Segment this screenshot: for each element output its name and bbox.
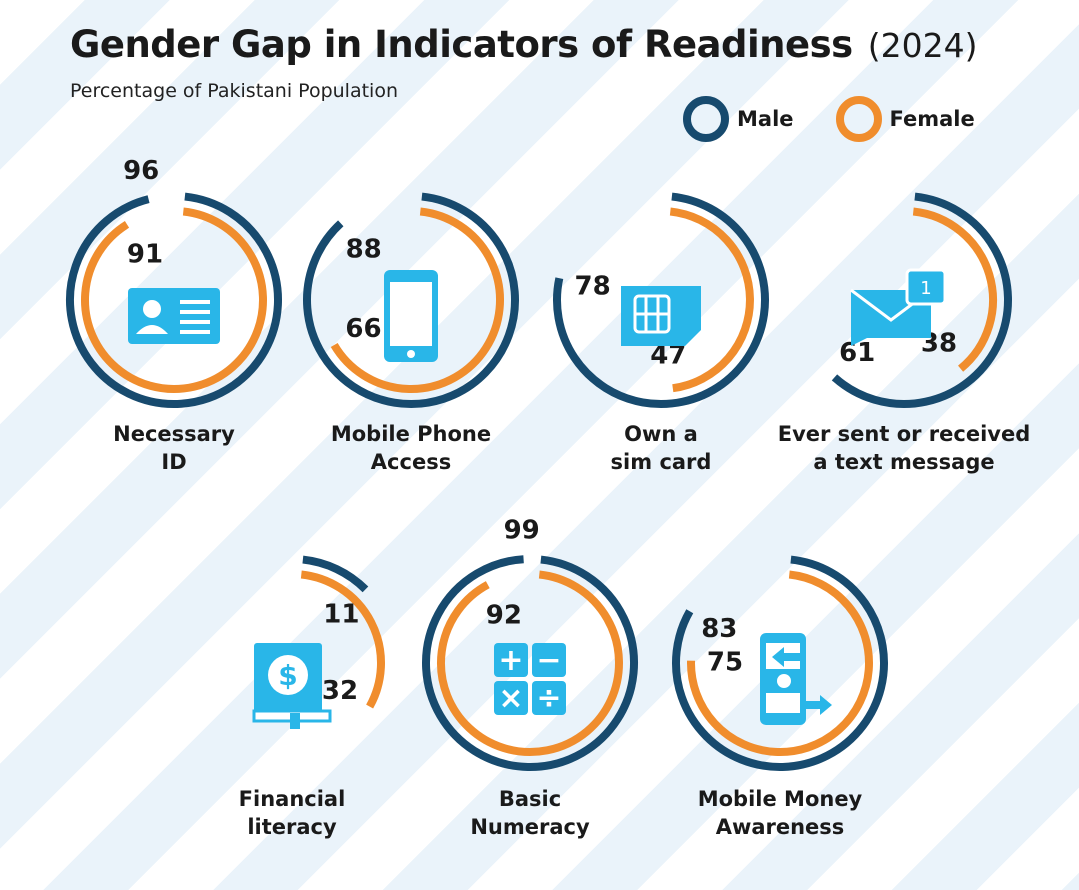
- legend-item-male: Male: [683, 96, 794, 142]
- svg-text:−: −: [536, 643, 561, 678]
- female-arc: [81, 207, 267, 393]
- id-card-icon: [128, 288, 220, 344]
- indicator-5: 99 92 Basic Numeracy: [422, 515, 639, 839]
- category-label: Numeracy: [470, 815, 590, 839]
- male-value-label: 96: [123, 156, 159, 186]
- male-arc: [831, 192, 1012, 408]
- indicator-0: 96 91 Necessary ID: [66, 156, 282, 474]
- category-label: Ever sent or received: [778, 422, 1031, 446]
- chart-title: Gender Gap in Indicators of Readiness (2…: [70, 26, 978, 63]
- male-value-label: 88: [346, 234, 382, 264]
- title-year: (2024): [867, 26, 978, 65]
- male-value-label: 78: [575, 271, 611, 301]
- category-label: Awareness: [716, 815, 845, 839]
- female-value-label: 32: [322, 676, 358, 706]
- category-label: Financial: [239, 787, 346, 811]
- female-value-label: 66: [345, 314, 381, 344]
- category-label: Access: [371, 450, 451, 474]
- category-label: Mobile Phone: [331, 422, 491, 446]
- svg-text:1: 1: [920, 278, 931, 299]
- male-value-label: 11: [323, 600, 359, 630]
- indicator-4: 11 32 Financial literacy: [239, 555, 385, 839]
- category-label: Mobile Money: [698, 787, 863, 811]
- male-arc: [66, 192, 282, 408]
- male-value-label: 61: [839, 338, 875, 368]
- finance-book-icon: $: [252, 643, 332, 729]
- calculator-icon: + −× ÷: [494, 643, 566, 716]
- female-arc: [912, 207, 997, 372]
- female-arc: [330, 207, 504, 393]
- male-value-label: 99: [504, 515, 540, 545]
- chart-subtitle: Percentage of Pakistani Population: [70, 80, 398, 102]
- legend-label-female: Female: [889, 107, 975, 131]
- indicator-6: 83 75 Mobile Money Awareness: [672, 555, 888, 839]
- category-label: ID: [161, 450, 186, 474]
- male-arc: [303, 192, 520, 408]
- male-arc: [672, 555, 888, 771]
- category-label: sim card: [611, 450, 712, 474]
- female-value-label: 75: [707, 648, 743, 678]
- category-label: Necessary: [113, 422, 235, 446]
- svg-text:+: +: [498, 643, 523, 678]
- indicator-1: 88 66 Mobile Phone Access: [303, 192, 520, 474]
- legend-label-male: Male: [737, 107, 794, 131]
- category-label: literacy: [247, 815, 337, 839]
- legend-item-female: Female: [835, 96, 975, 142]
- legend-ring-female-icon: [835, 96, 882, 142]
- female-value-label: 92: [486, 601, 522, 631]
- female-arc: [300, 570, 385, 709]
- svg-text:×: ×: [498, 681, 523, 716]
- category-label: Own a: [624, 422, 698, 446]
- envelope-icon: 1: [850, 268, 947, 346]
- svg-text:÷: ÷: [536, 681, 561, 716]
- male-arc: [422, 555, 639, 771]
- male-arc: [302, 555, 369, 593]
- mobile-phone-icon: [384, 270, 438, 362]
- category-label: a text message: [813, 450, 994, 474]
- chart-header: Gender Gap in Indicators of Readiness (2…: [70, 26, 978, 63]
- title-text: Gender Gap in Indicators of Readiness: [70, 23, 853, 66]
- female-arc: [669, 207, 754, 393]
- legend-ring-male-icon: [683, 96, 729, 142]
- male-arc: [553, 192, 769, 408]
- category-label: Basic: [499, 787, 561, 811]
- sim-card-icon: [621, 286, 701, 346]
- svg-text:$: $: [278, 659, 297, 692]
- mobile-money-icon: [760, 633, 832, 725]
- legend: Male Female: [683, 96, 1017, 142]
- female-arc: [687, 570, 873, 756]
- female-arc: [437, 570, 623, 756]
- male-value-label: 83: [701, 614, 737, 644]
- female-value-label: 91: [127, 239, 163, 269]
